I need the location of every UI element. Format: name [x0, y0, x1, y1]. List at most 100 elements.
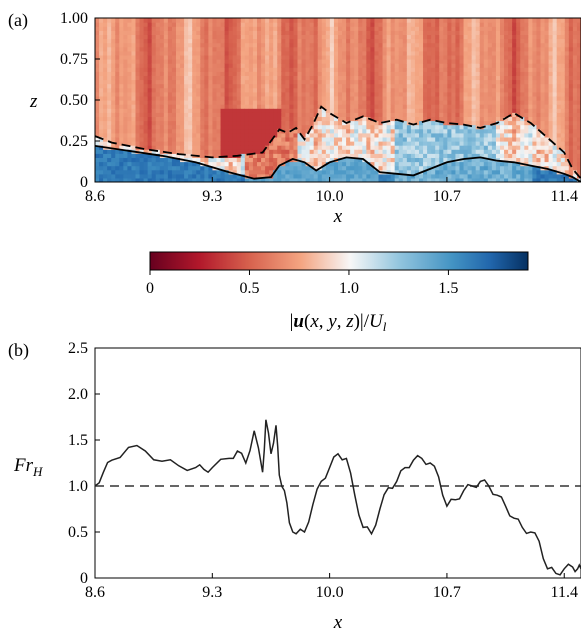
heatmap-cell — [528, 104, 533, 109]
heatmap-cell — [289, 30, 295, 35]
heatmap-cell — [378, 46, 384, 52]
heatmap-cell — [180, 79, 185, 85]
heatmap-cell — [192, 26, 197, 31]
heatmap-cell — [471, 173, 477, 179]
heatmap-cell — [325, 18, 331, 23]
heatmap-cell — [508, 169, 513, 175]
heatmap-cell — [248, 169, 254, 175]
heatmap-cell — [414, 83, 420, 89]
heatmap-cell — [325, 83, 331, 89]
heatmap-cell — [103, 26, 108, 31]
heatmap-cell — [192, 42, 197, 48]
heatmap-cell — [188, 100, 193, 105]
heatmap-cell — [402, 100, 408, 105]
heatmap-cell — [410, 54, 416, 60]
heatmap-cell — [495, 87, 501, 93]
heatmap-cell — [536, 46, 542, 52]
heatmap-cell — [346, 54, 351, 60]
heatmap-cell — [414, 112, 420, 117]
heatmap-cell — [386, 63, 392, 68]
heatmap-cell — [544, 149, 550, 154]
heatmap-cell — [374, 38, 380, 44]
heatmap-cell — [544, 71, 550, 76]
heatmap-cell — [103, 128, 108, 134]
heatmap-cell — [370, 141, 376, 146]
heatmap-cell — [556, 177, 562, 182]
heatmap-cell — [576, 26, 581, 31]
heatmap-cell — [252, 75, 258, 81]
heatmap-cell — [184, 128, 189, 134]
heatmap-cell — [406, 83, 412, 89]
heatmap-cell — [329, 67, 335, 72]
heatmap-cell — [236, 83, 242, 89]
heatmap-cell — [261, 38, 266, 44]
heatmap-cell — [520, 46, 525, 52]
heatmap-cell — [491, 177, 497, 182]
heatmap-cell — [556, 59, 562, 64]
heatmap-cell — [483, 75, 489, 81]
heatmap-cell — [390, 124, 396, 130]
heatmap-cell — [346, 30, 351, 35]
heatmap-cell — [115, 173, 120, 179]
heatmap-cell — [512, 161, 517, 167]
heatmap-cell — [232, 177, 238, 182]
heatmap-cell — [516, 67, 521, 72]
heatmap-cell — [119, 75, 124, 81]
heatmap-cell — [228, 116, 234, 122]
heatmap-cell — [261, 136, 266, 142]
heatmap-cell — [99, 83, 104, 89]
heatmap-cell — [471, 38, 477, 44]
heatmap-cell — [95, 132, 100, 138]
heatmap-cell — [167, 67, 173, 72]
panel-b-ytick-label: 1.0 — [68, 478, 88, 495]
heatmap-cell — [354, 177, 359, 182]
heatmap-cell — [471, 100, 477, 105]
heatmap-cell — [273, 30, 278, 35]
heatmap-cell — [297, 116, 303, 122]
heatmap-cell — [398, 87, 404, 93]
heatmap-cell — [176, 63, 181, 68]
heatmap-cell — [301, 63, 307, 68]
heatmap-cell — [139, 100, 145, 105]
heatmap-cell — [467, 100, 473, 105]
heatmap-cell — [325, 145, 331, 150]
heatmap-cell — [151, 18, 157, 23]
heatmap-cell — [188, 54, 193, 60]
heatmap-cell — [111, 26, 116, 31]
heatmap-cell — [556, 104, 562, 109]
heatmap-cell — [560, 71, 566, 76]
heatmap-cell — [572, 63, 578, 68]
heatmap-cell — [257, 173, 262, 179]
heatmap-cell — [131, 153, 137, 158]
heatmap-cell — [159, 161, 165, 167]
heatmap-cell — [382, 124, 388, 130]
heatmap-cell — [171, 120, 177, 126]
heatmap-cell — [236, 18, 242, 23]
heatmap-cell — [487, 169, 493, 175]
heatmap-cell — [232, 136, 238, 142]
heatmap-cell — [402, 128, 408, 134]
heatmap-cell — [406, 91, 412, 97]
heatmap-cell — [516, 124, 521, 130]
heatmap-cell — [325, 108, 331, 113]
heatmap-cell — [176, 38, 181, 44]
heatmap-cell — [325, 26, 331, 31]
heatmap-cell — [358, 63, 363, 68]
heatmap-cell — [419, 165, 424, 171]
heatmap-cell — [220, 34, 226, 40]
heatmap-cell — [556, 145, 562, 150]
heatmap-cell — [520, 18, 525, 23]
heatmap-cell — [232, 112, 238, 117]
heatmap-cell — [228, 177, 234, 182]
heatmap-cell — [244, 124, 250, 130]
heatmap-cell — [285, 136, 290, 142]
heatmap-cell — [451, 22, 457, 27]
heatmap-cell — [495, 83, 501, 89]
heatmap-cell — [171, 91, 177, 97]
heatmap-cell — [374, 95, 380, 101]
heatmap-cell — [495, 67, 501, 72]
heatmap-cell — [155, 95, 161, 101]
heatmap-cell — [180, 71, 185, 76]
heatmap-cell — [475, 104, 481, 109]
heatmap-cell — [236, 95, 242, 101]
